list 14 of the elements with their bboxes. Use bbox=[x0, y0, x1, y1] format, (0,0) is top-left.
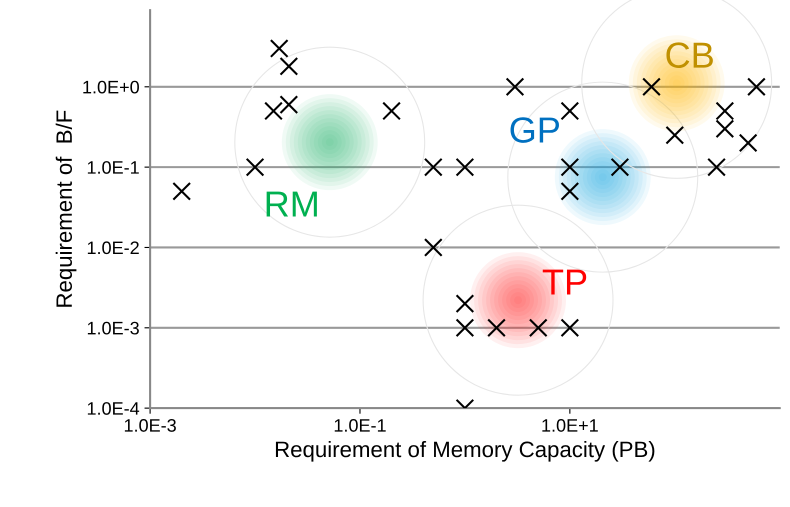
x-tick-label: 1.0E+1 bbox=[542, 419, 598, 432]
y-tick-label: 1.0E-2 bbox=[88, 241, 139, 254]
annotation: RM bbox=[266, 192, 317, 216]
x-tick-label: 1.0E-3 bbox=[124, 419, 176, 432]
annotation: GP bbox=[510, 117, 559, 143]
annotation: CB bbox=[666, 42, 713, 68]
y-tick-label: 1.0E+0 bbox=[83, 80, 139, 94]
y-axis-title: Requirement of B/F bbox=[56, 110, 76, 307]
annotation: TP bbox=[542, 270, 586, 294]
y-tick-label: 1.0E-4 bbox=[88, 402, 140, 415]
y-tick-label: 1.0E-1 bbox=[88, 161, 139, 174]
x-axis-title: Requirement of Memory Capacity (PB) bbox=[276, 440, 654, 462]
x-tick-label: 1.0E-1 bbox=[334, 419, 386, 432]
y-tick-label: 1.0E-3 bbox=[88, 322, 139, 335]
